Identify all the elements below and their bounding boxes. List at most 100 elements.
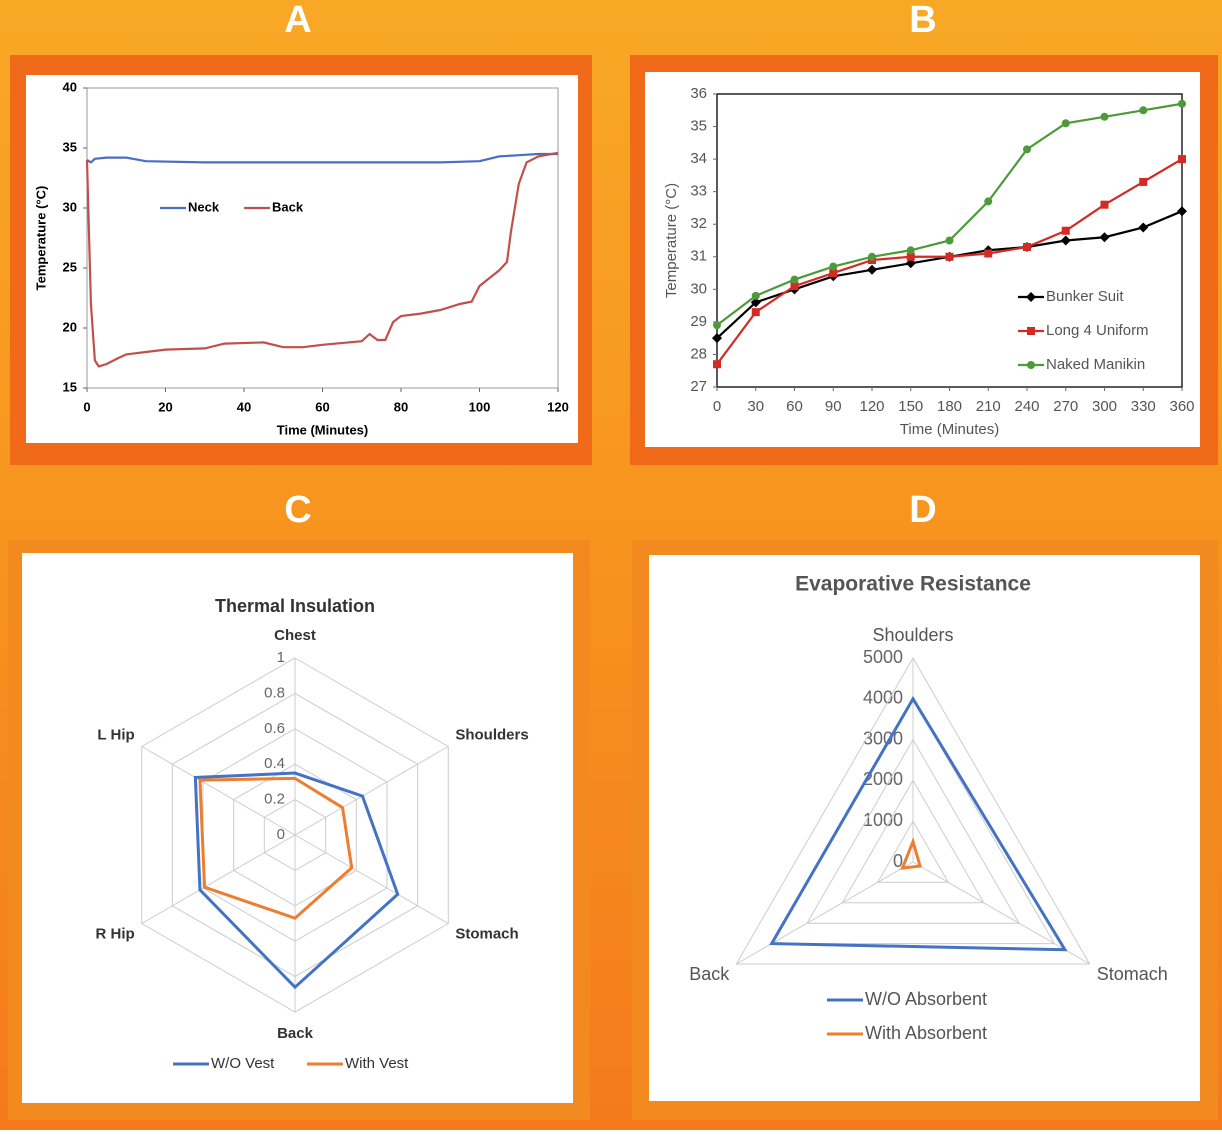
y-tick-label: 35 <box>63 139 77 154</box>
x-tick-label: 120 <box>547 399 569 414</box>
marker <box>1101 201 1109 209</box>
marker <box>868 253 876 261</box>
marker <box>907 246 915 254</box>
legend-label: W/O Absorbent <box>865 989 987 1009</box>
y-tick-label: 30 <box>63 199 77 214</box>
marker <box>1023 243 1031 251</box>
marker <box>984 250 992 258</box>
marker <box>752 308 760 316</box>
marker <box>1062 227 1070 235</box>
x-tick-label: 120 <box>859 398 884 415</box>
marker <box>1139 178 1147 186</box>
legend-label: Back <box>272 199 304 214</box>
marker <box>791 276 799 284</box>
r-tick-label: 1000 <box>863 810 903 830</box>
y-tick-label: 20 <box>63 319 77 334</box>
marker <box>984 197 992 205</box>
x-tick-label: 80 <box>394 399 408 414</box>
marker <box>1023 145 1031 153</box>
chart-title: Evaporative Resistance <box>795 573 1031 596</box>
y-tick-label: 29 <box>690 313 707 330</box>
x-tick-label: 0 <box>83 399 90 414</box>
marker <box>1027 327 1035 335</box>
r-tick-label: 5000 <box>863 647 903 667</box>
legend-label: With Vest <box>345 1055 409 1072</box>
x-tick-label: 240 <box>1014 398 1039 415</box>
y-tick-label: 40 <box>63 79 77 94</box>
y-tick-label: 33 <box>690 183 707 200</box>
r-tick-label: 4000 <box>863 688 903 708</box>
r-tick-label: 0.4 <box>264 755 285 772</box>
x-tick-label: 150 <box>898 398 923 415</box>
x-tick-label: 300 <box>1092 398 1117 415</box>
y-tick-label: 35 <box>690 118 707 135</box>
r-tick-label: 0.2 <box>264 791 285 808</box>
legend-label: Naked Manikin <box>1046 356 1145 373</box>
y-tick-label: 25 <box>63 259 77 274</box>
marker <box>829 263 837 271</box>
marker <box>1178 100 1186 108</box>
y-axis-title: Temperature (°C) <box>33 186 48 291</box>
legend-label: Bunker Suit <box>1046 288 1124 305</box>
x-tick-label: 60 <box>786 398 803 415</box>
x-tick-label: 40 <box>237 399 251 414</box>
x-tick-label: 90 <box>825 398 842 415</box>
marker <box>1101 113 1109 121</box>
x-tick-label: 100 <box>469 399 491 414</box>
category-label: L Hip <box>97 726 134 743</box>
marker <box>1178 155 1186 163</box>
x-axis-title: Time (Minutes) <box>277 422 369 437</box>
x-tick-label: 210 <box>976 398 1001 415</box>
marker <box>713 321 721 329</box>
y-tick-label: 32 <box>690 215 707 232</box>
legend-label: Neck <box>188 199 220 214</box>
category-label: Stomach <box>455 925 518 942</box>
y-tick-label: 27 <box>690 378 707 395</box>
category-label: Back <box>689 964 730 984</box>
marker <box>752 292 760 300</box>
r-tick-label: 1 <box>277 649 285 666</box>
y-tick-label: 31 <box>690 248 707 265</box>
r-tick-label: 3000 <box>863 728 903 748</box>
page: {"chart_data": [ {"panel": "A", "type": … <box>0 0 1222 1130</box>
figure: A 15 20 25 30 35 40 0 20 40 60 80 100 120 Time (Minute… <box>0 0 1222 1130</box>
marker <box>1062 119 1070 127</box>
x-axis-title: Time (Minutes) <box>900 421 999 438</box>
x-tick-label: 0 <box>713 398 721 415</box>
chart-box <box>645 72 1200 447</box>
y-axis-title: Temperature (°C) <box>663 183 680 298</box>
r-tick-label: 0.6 <box>264 720 285 737</box>
panel-letter: C <box>284 489 311 531</box>
legend-label: With Absorbent <box>865 1023 987 1043</box>
marker <box>1027 361 1035 369</box>
y-tick-label: 34 <box>690 150 707 167</box>
y-tick-label: 36 <box>690 85 707 102</box>
marker <box>946 253 954 261</box>
r-tick-label: 0.8 <box>264 684 285 701</box>
category-label: Back <box>277 1025 314 1042</box>
panel-letter: B <box>909 0 936 41</box>
x-tick-label: 20 <box>158 399 172 414</box>
y-tick-label: 30 <box>690 280 707 297</box>
x-tick-label: 330 <box>1131 398 1156 415</box>
category-label: Stomach <box>1097 964 1168 984</box>
category-label: Chest <box>274 627 316 644</box>
panel-letter: D <box>909 489 936 531</box>
category-label: R Hip <box>95 925 134 942</box>
x-tick-label: 60 <box>315 399 329 414</box>
marker <box>713 360 721 368</box>
category-label: Shoulders <box>872 625 953 645</box>
legend-label: W/O Vest <box>211 1055 275 1072</box>
panel-letter: A <box>284 0 311 41</box>
x-tick-label: 270 <box>1053 398 1078 415</box>
x-tick-label: 30 <box>747 398 764 415</box>
x-tick-label: 360 <box>1169 398 1194 415</box>
marker <box>946 237 954 245</box>
category-label: Shoulders <box>455 726 528 743</box>
marker <box>1139 106 1147 114</box>
legend-label: Long 4 Uniform <box>1046 322 1149 339</box>
chart-title: Thermal Insulation <box>215 596 375 616</box>
x-tick-label: 180 <box>937 398 962 415</box>
y-tick-label: 28 <box>690 345 707 362</box>
y-tick-label: 15 <box>63 379 77 394</box>
